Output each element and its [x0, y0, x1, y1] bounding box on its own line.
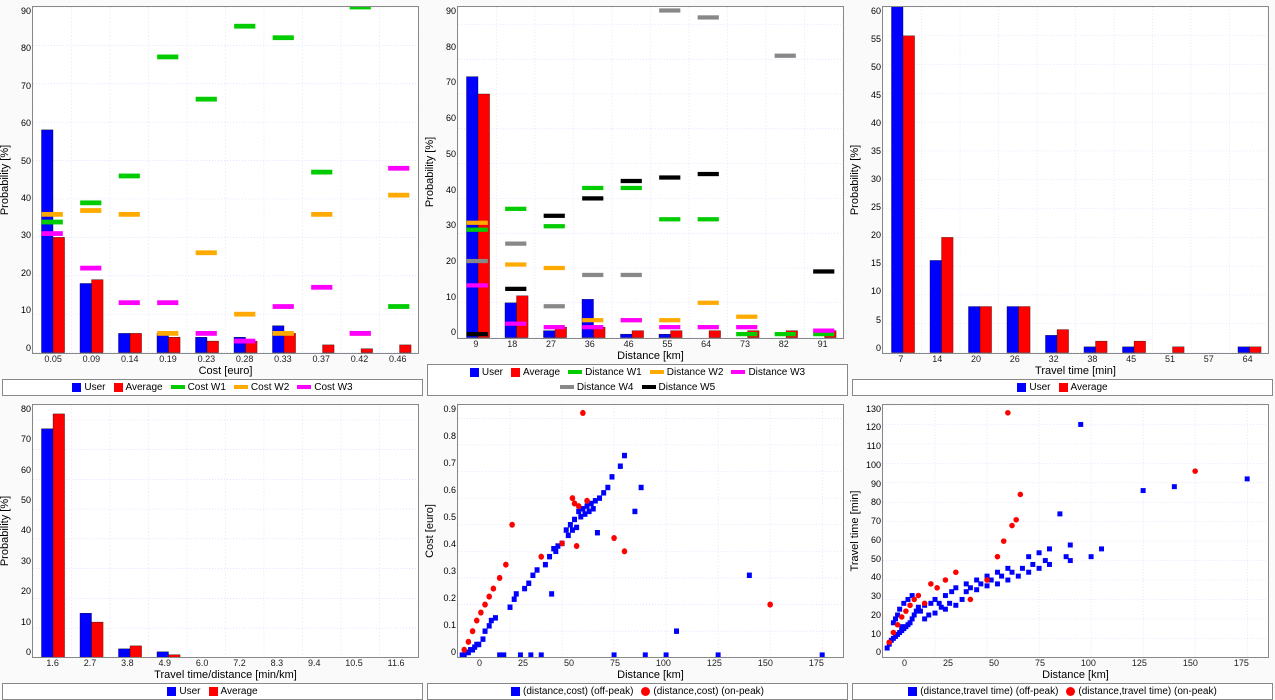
legend-item: (distance,travel time) (off-peak) [908, 686, 1058, 697]
legend-tt-per-dist: User Average [2, 683, 423, 700]
plot-tt-per-dist: Probability [%] 01020304050607080 [32, 404, 419, 659]
legend-item: User [72, 382, 105, 393]
panel-distance: Probability [%] 0102030405060708090 9182… [427, 2, 848, 396]
panel-tt-per-dist: Probability [%] 01020304050607080 1.62.7… [2, 400, 423, 700]
legend-scatter-cost: (distance,cost) (off-peak) (distance,cost… [427, 683, 848, 700]
xlabel-scatter-tt: Distance [km] [882, 668, 1269, 681]
ylabel-traveltime: Probability [%] [849, 145, 861, 215]
legend-item: (distance,cost) (off-peak) [511, 686, 633, 697]
legend-item: User [1017, 382, 1050, 393]
ylabel-scatter-cost: Cost [euro] [424, 504, 436, 558]
legend-item: Average [511, 367, 560, 378]
plot-scatter-tt: Travel time [min] 0102030405060708090100… [882, 404, 1269, 659]
legend-cost: User Average Cost W1 Cost W2 Cost W3 [2, 379, 423, 396]
legend-item: Distance W2 [650, 367, 724, 378]
legend-item: Distance W3 [731, 367, 805, 378]
xlabel-scatter-cost: Distance [km] [457, 668, 844, 681]
panel-cost: Probability [%] 0102030405060708090 0.05… [2, 2, 423, 396]
plot-distance: Probability [%] 0102030405060708090 [457, 6, 844, 339]
panel-scatter-cost: Cost [euro] 00.10.20.30.40.50.60.70.80.9… [427, 400, 848, 700]
legend-scatter-tt: (distance,travel time) (off-peak) (distan… [852, 683, 1273, 700]
legend-item: (distance,cost) (on-peak) [641, 686, 764, 697]
plot-traveltime: Probability [%] 051015202530354045505560 [882, 6, 1269, 354]
legend-item: User [167, 686, 200, 697]
legend-distance: User Average Distance W1 Distance W2 Distanc… [427, 364, 848, 396]
plot-scatter-cost: Cost [euro] 00.10.20.30.40.50.60.70.80.9 [457, 404, 844, 659]
ylabel-tt-per-dist: Probability [%] [0, 496, 11, 566]
panel-traveltime: Probability [%] 051015202530354045505560… [852, 2, 1273, 396]
legend-item: Cost W3 [297, 382, 352, 393]
legend-item: User [470, 367, 503, 378]
legend-item: Average [209, 686, 258, 697]
xlabel-cost: Cost [euro] [32, 364, 419, 377]
xlabel-distance: Distance [km] [457, 349, 844, 362]
legend-traveltime: User Average [852, 379, 1273, 396]
legend-item: Cost W1 [171, 382, 226, 393]
legend-item: Distance W4 [560, 382, 634, 393]
legend-item: Distance W1 [568, 367, 642, 378]
legend-item: Average [1059, 382, 1108, 393]
xlabel-tt-per-dist: Travel time/distance [min/km] [32, 668, 419, 681]
plot-cost: Probability [%] 0102030405060708090 [32, 6, 419, 354]
legend-item: Cost W2 [234, 382, 289, 393]
legend-item: Distance W5 [642, 382, 716, 393]
xlabel-traveltime: Travel time [min] [882, 364, 1269, 377]
ylabel-cost: Probability [%] [0, 145, 11, 215]
ylabel-scatter-tt: Travel time [min] [849, 491, 861, 572]
legend-item: (distance,travel time) (on-peak) [1066, 686, 1216, 697]
ylabel-distance: Probability [%] [424, 137, 436, 207]
legend-item: Average [114, 382, 163, 393]
panel-scatter-tt: Travel time [min] 0102030405060708090100… [852, 400, 1273, 700]
